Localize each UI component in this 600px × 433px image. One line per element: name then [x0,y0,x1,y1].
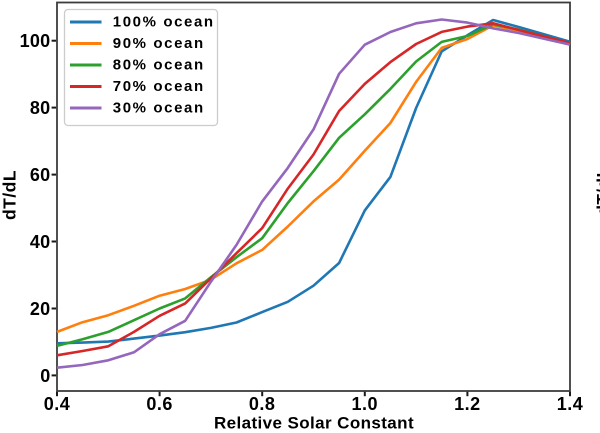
svg-text:40: 40 [30,232,51,252]
svg-text:1.4: 1.4 [557,394,584,414]
svg-text:90% ocean: 90% ocean [113,35,205,52]
svg-text:30% ocean: 30% ocean [113,100,205,117]
svg-text:0.6: 0.6 [146,394,173,414]
svg-text:1.2: 1.2 [454,394,481,414]
svg-text:70% ocean: 70% ocean [113,78,205,95]
svg-text:20: 20 [30,299,51,319]
svg-text:0.8: 0.8 [249,394,276,414]
svg-text:60: 60 [30,165,51,185]
svg-text:0: 0 [40,366,50,386]
svg-text:Relative Solar Constant: Relative Solar Constant [214,414,414,433]
svg-text:100: 100 [20,31,51,51]
svg-text:80: 80 [30,98,51,118]
svg-text:80% ocean: 80% ocean [113,57,205,74]
svg-text:dT/dL: dT/dL [0,170,20,220]
svg-text:1.0: 1.0 [352,394,379,414]
svg-text:100% ocean: 100% ocean [113,14,215,31]
svg-text:dT/dL: dT/dL [594,167,600,216]
svg-text:0.4: 0.4 [44,394,71,414]
